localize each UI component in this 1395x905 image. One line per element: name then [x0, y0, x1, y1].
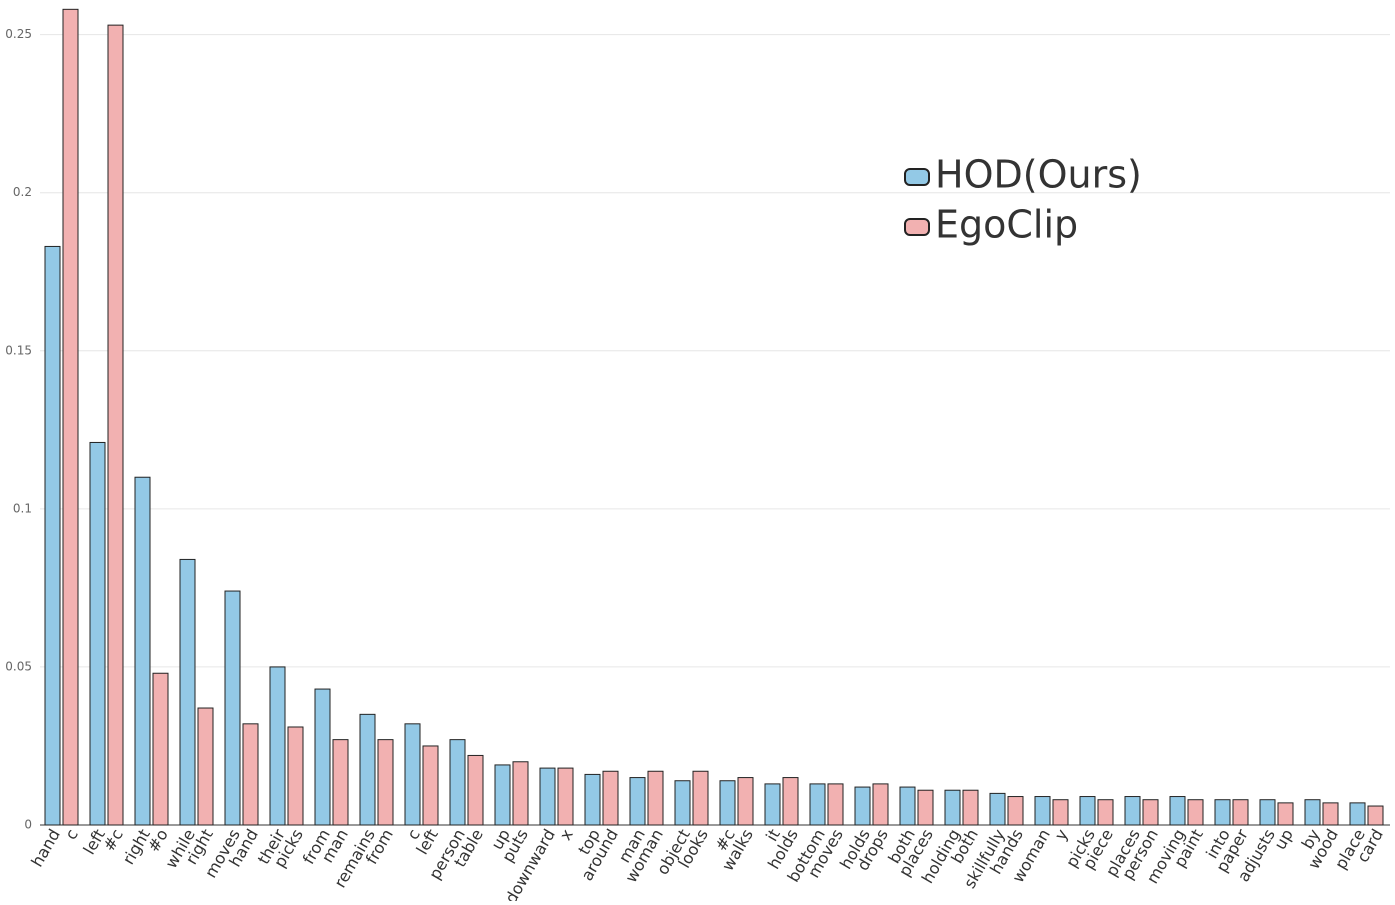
- x-tick-label: up: [1270, 826, 1297, 853]
- bar: [89, 441, 106, 826]
- bar: [242, 723, 259, 826]
- y-tick-label: 0.2: [13, 185, 32, 199]
- bar: [1349, 802, 1366, 826]
- bar: [449, 739, 466, 826]
- bar: [62, 8, 79, 826]
- bar: [629, 777, 646, 826]
- legend-label: HOD(Ours): [935, 153, 1142, 197]
- bar: [944, 789, 961, 826]
- legend-label: EgoClip: [935, 203, 1078, 247]
- x-tick-label: hand: [27, 826, 64, 870]
- bar: [782, 777, 799, 826]
- bar: [314, 688, 331, 826]
- bar: [1079, 796, 1096, 826]
- bar: [1214, 799, 1231, 826]
- bar: [1097, 799, 1114, 826]
- legend-swatch: [904, 218, 930, 236]
- bar: [1277, 802, 1294, 826]
- bar: [1169, 796, 1186, 826]
- bar: [719, 780, 736, 826]
- bar: [1187, 799, 1204, 826]
- bar: [134, 476, 151, 826]
- x-tick-label: c: [61, 826, 82, 843]
- bar: [197, 707, 214, 826]
- bar: [1007, 796, 1024, 826]
- bar: [1322, 802, 1339, 826]
- bar: [1124, 796, 1141, 826]
- bar: [539, 767, 556, 826]
- bar: [1034, 796, 1051, 826]
- bar: [647, 770, 664, 826]
- bar: [1259, 799, 1276, 826]
- x-tick-label: y: [1051, 826, 1072, 844]
- bar: [377, 739, 394, 826]
- bar: [827, 783, 844, 826]
- y-tick-label: 0: [24, 818, 32, 832]
- bar: [1232, 799, 1249, 826]
- bar: [1142, 799, 1159, 826]
- x-tick-label: x: [556, 826, 577, 844]
- bar: [179, 558, 196, 826]
- bar: [557, 767, 574, 826]
- bar: [269, 666, 286, 826]
- bar: [1304, 799, 1321, 826]
- y-tick-label: 0.25: [5, 27, 32, 41]
- bar: [899, 786, 916, 826]
- bar: [962, 789, 979, 826]
- bar: [404, 723, 421, 826]
- bar: [584, 773, 601, 826]
- bar: [287, 726, 304, 826]
- bar: [422, 745, 439, 826]
- bar: [152, 672, 169, 826]
- bar: [674, 780, 691, 826]
- bar: [989, 792, 1006, 826]
- bar: [854, 786, 871, 826]
- bar: [737, 777, 754, 826]
- bar: [494, 764, 511, 826]
- bar: [692, 770, 709, 826]
- bar: [1367, 805, 1384, 826]
- y-tick-label: 0.05: [5, 659, 32, 673]
- bar: [224, 590, 241, 826]
- y-tick-label: 0.15: [5, 343, 32, 357]
- legend-swatch: [904, 168, 930, 186]
- bar: [602, 770, 619, 826]
- bar: [107, 24, 124, 826]
- y-tick-label: 0.1: [13, 501, 32, 515]
- bar: [467, 754, 484, 826]
- bar: [872, 783, 889, 826]
- bar: [809, 783, 826, 826]
- bar: [359, 713, 376, 826]
- bar: [1052, 799, 1069, 826]
- bar: [44, 245, 61, 826]
- bar: [917, 789, 934, 826]
- bar: [512, 761, 529, 826]
- bar: [332, 739, 349, 826]
- bar: [764, 783, 781, 826]
